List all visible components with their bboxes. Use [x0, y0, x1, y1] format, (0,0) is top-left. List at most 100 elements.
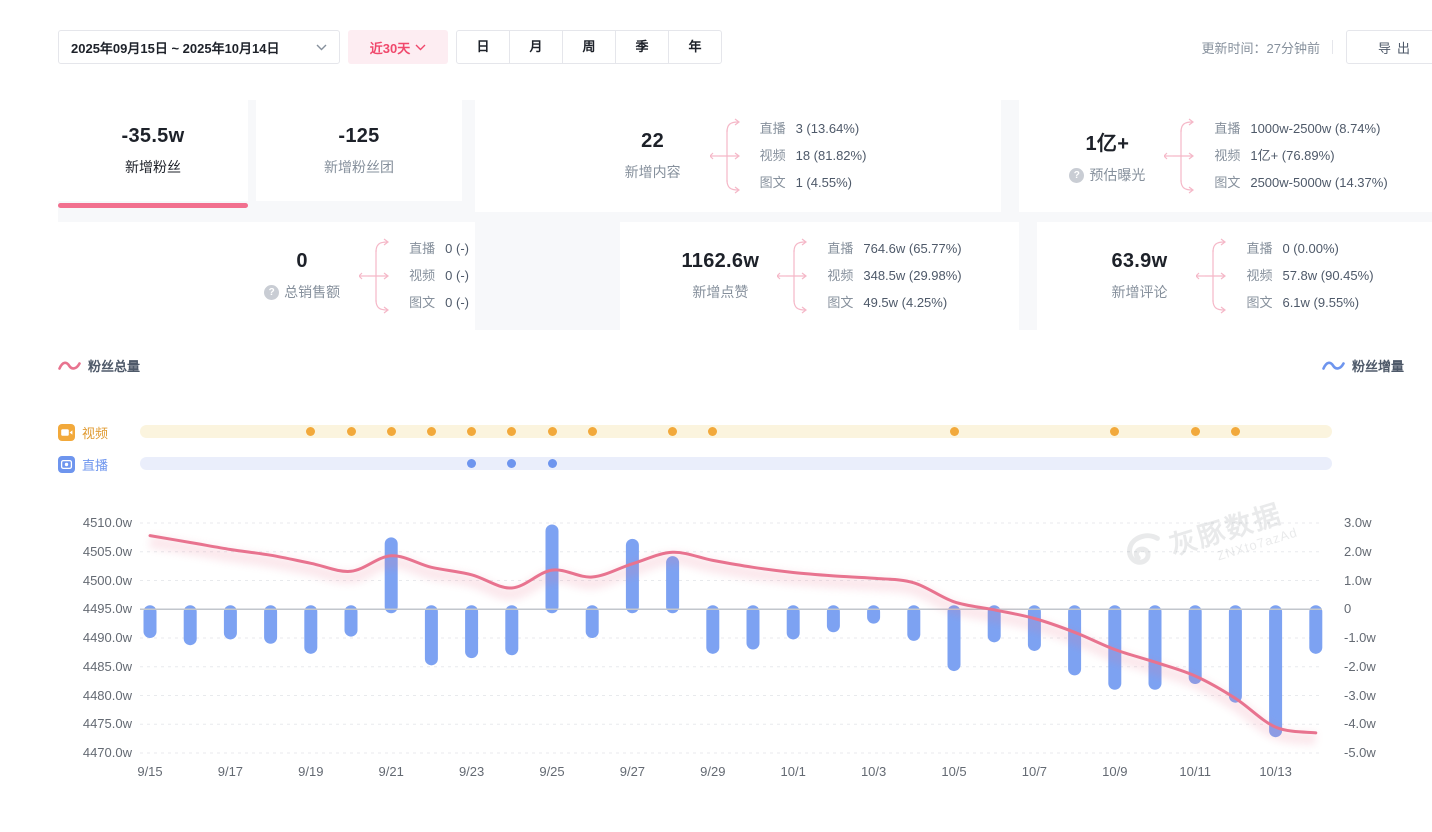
stat-value-block: 0? 总销售额 — [259, 250, 345, 302]
pink-line-legend-icon — [58, 361, 81, 370]
breakdown-row: 直播 0 (0.00%) — [1246, 239, 1373, 259]
fans-delta-bar-10/1 — [786, 605, 800, 640]
breakdown-row: 图文 0 (-) — [409, 293, 469, 313]
breakdown-row: 直播 1000w-2500w (8.74%) — [1214, 119, 1387, 139]
x-tick: 10/13 — [1259, 764, 1292, 779]
breakdown-name: 图文 — [1246, 295, 1273, 310]
video-dot-10/12[interactable] — [1230, 427, 1240, 436]
stat-value: -125 — [338, 124, 380, 147]
stat-card-new-fans[interactable]: -35.5w 新增粉丝 — [58, 100, 248, 201]
stat-value-block: 63.9w 新增评论 — [1096, 250, 1182, 302]
fans-delta-bar-9/26 — [585, 605, 599, 638]
x-tick: 10/5 — [941, 764, 967, 779]
stat-value-block: -35.5w 新增粉丝 — [110, 125, 196, 177]
stat-label-text: 新增点赞 — [692, 284, 749, 300]
video-dot-9/21[interactable] — [386, 427, 396, 436]
fans-delta-bar-10/3 — [867, 605, 881, 624]
fans-delta-bar-9/22 — [424, 605, 438, 666]
breakdown-value: 6.1w (9.55%) — [1282, 295, 1360, 310]
video-dot-10/5[interactable] — [949, 427, 959, 436]
date-range-selector[interactable]: 2025年09月15日 ~ 2025年10月14日 — [58, 30, 340, 64]
breakdown-value: 1亿+ (76.89%) — [1250, 148, 1335, 163]
breakdown-value: 3 (13.64%) — [795, 121, 860, 136]
stat-card-new-fanclub[interactable]: -125 新增粉丝团 — [256, 100, 462, 201]
video-dot-10/9[interactable] — [1110, 427, 1120, 436]
legend-fans-delta[interactable]: 粉丝增量 — [1322, 356, 1404, 375]
breakdown-name: 视频 — [827, 268, 854, 283]
fans-delta-bar-10/13 — [1269, 605, 1283, 738]
stat-label: ? 总销售额 — [264, 282, 340, 302]
video-marker-track[interactable] — [140, 425, 1332, 438]
stat-card-new-content[interactable]: 22 新增内容 直播 3 (13.64%) 视频 18 (81.82%) 图文 1 (4.55… — [475, 100, 1001, 212]
live-dot-9/23[interactable] — [467, 459, 477, 468]
y-tick-right: 3.0w — [1344, 515, 1372, 530]
stat-card-total-sales[interactable]: 0? 总销售额 直播 0 (-) 视频 0 (-) 图文 0 (-) — [58, 222, 475, 330]
date-range-text: 2025年09月15日 ~ 2025年10月14日 — [71, 40, 280, 56]
live-dot-9/25[interactable] — [547, 459, 557, 468]
fans-trend-chart[interactable] — [140, 521, 1332, 754]
video-marker-row-label: 视频 — [58, 423, 120, 442]
video-dot-9/22[interactable] — [426, 427, 436, 436]
y-tick-right: -5.0w — [1344, 745, 1376, 760]
live-marker-track[interactable] — [140, 457, 1332, 470]
y-tick-right: 0 — [1344, 601, 1352, 617]
breakdown-bracket — [1164, 118, 1195, 194]
stat-card-est-exposure[interactable]: 1亿+? 预估曝光 直播 1000w-2500w (8.74%) 视频 1亿+ (76.8… — [1019, 100, 1432, 212]
stat-value: -35.5w — [121, 124, 185, 147]
video-dot-9/25[interactable] — [547, 427, 557, 436]
stat-card-new-comments[interactable]: 63.9w 新增评论 直播 0 (0.00%) 视频 57.8w (90.45%) 图文 6.… — [1037, 222, 1432, 330]
video-dot-9/24[interactable] — [507, 427, 517, 436]
stat-breakdown: 直播 0 (-) 视频 0 (-) 图文 0 (-) — [409, 239, 469, 313]
tab-day[interactable]: 日 — [476, 39, 490, 54]
fans-delta-bar-9/28 — [666, 556, 680, 614]
video-dot-9/29[interactable] — [708, 427, 718, 436]
stat-label: ? 预估曝光 — [1069, 165, 1145, 185]
video-dot-9/26[interactable] — [587, 427, 597, 436]
x-tick: 10/7 — [1021, 764, 1048, 779]
selected-card-underline — [58, 203, 248, 208]
y-tick-left: 4510.0w — [82, 515, 132, 530]
help-icon[interactable]: ? — [1069, 167, 1085, 183]
fans-delta-bar-9/20 — [344, 605, 358, 637]
tab-year[interactable]: 年 — [668, 31, 721, 63]
tab-month[interactable]: 月 — [509, 31, 562, 63]
breakdown-name: 图文 — [827, 295, 854, 310]
legend-fans-total[interactable]: 粉丝总量 — [58, 356, 140, 375]
stat-label-text: 预估曝光 — [1089, 167, 1146, 183]
live-dot-9/24[interactable] — [507, 459, 517, 468]
x-tick: 9/27 — [619, 764, 646, 779]
tab-week[interactable]: 周 — [562, 31, 615, 63]
video-dot-10/11[interactable] — [1190, 427, 1200, 436]
y-tick-right: -4.0w — [1344, 716, 1376, 732]
breakdown-name: 视频 — [1214, 148, 1241, 163]
breakdown-name: 直播 — [409, 241, 436, 256]
stat-label: 新增评论 — [1111, 282, 1167, 302]
tab-quarter[interactable]: 季 — [615, 31, 668, 63]
breakdown-value: 764.6w (65.77%) — [863, 241, 962, 256]
breakdown-value: 348.5w (29.98%) — [863, 268, 962, 283]
stat-value-block: 1亿+? 预估曝光 — [1064, 127, 1150, 185]
y-tick-right: -1.0w — [1344, 630, 1376, 645]
video-dot-9/19[interactable] — [306, 427, 316, 436]
fans-total-line — [148, 534, 1318, 735]
breakdown-value: 1000w-2500w (8.74%) — [1250, 121, 1381, 136]
fans-delta-bar-9/23 — [465, 605, 479, 659]
breakdown-row: 视频 0 (-) — [409, 266, 469, 286]
x-tick: 10/1 — [780, 764, 806, 779]
stat-card-new-likes[interactable]: 1162.6w 新增点赞 直播 764.6w (65.77%) 视频 348.5w (29… — [620, 222, 1019, 330]
x-tick: 9/23 — [458, 764, 485, 779]
breakdown-row: 图文 1 (4.55%) — [760, 173, 867, 193]
live-marker-row-label: 直播 — [58, 455, 120, 474]
breakdown-value: 0 (0.00%) — [1282, 241, 1339, 256]
divider — [1332, 40, 1333, 54]
video-dot-9/23[interactable] — [467, 427, 477, 436]
video-dot-9/28[interactable] — [668, 427, 678, 436]
quick-range-30d-button[interactable]: 近30天 — [348, 30, 448, 64]
video-dot-9/20[interactable] — [346, 427, 356, 436]
granularity-tabs: 日 月 周 季 年 — [456, 30, 722, 64]
x-tick: 10/9 — [1102, 764, 1128, 779]
export-button[interactable]: 导出 — [1346, 30, 1432, 64]
help-icon[interactable]: ? — [264, 284, 280, 300]
breakdown-name: 直播 — [1214, 121, 1241, 136]
breakdown-row: 图文 2500w-5000w (14.37%) — [1214, 173, 1387, 193]
